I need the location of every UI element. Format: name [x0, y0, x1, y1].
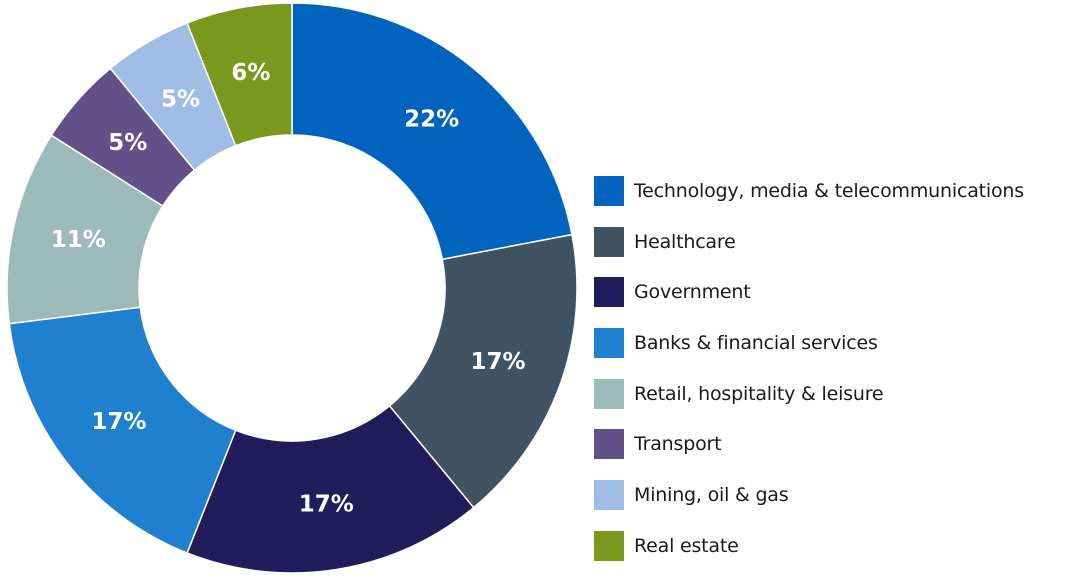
donut-slices — [6, 2, 578, 574]
legend-label: Real estate — [634, 534, 739, 557]
slice-value-label: 11% — [51, 227, 106, 253]
legend-label: Transport — [634, 433, 722, 456]
slice-value-label: 5% — [108, 130, 147, 156]
legend-item-healthcare: Healthcare — [594, 226, 1024, 257]
slice-value-label: 5% — [161, 86, 200, 112]
chart-legend: Technology, media & telecommunications He… — [594, 176, 1024, 582]
legend-swatch — [594, 176, 624, 206]
legend-swatch — [594, 480, 624, 511]
slice-government — [186, 404, 475, 574]
legend-item-banks-and-financial-services: Banks & financial services — [594, 328, 1024, 359]
legend-item-retail-hospitality-and-leisure: Retail, hospitality & leisure — [594, 378, 1024, 409]
legend-item-real-estate: Real estate — [594, 530, 1024, 561]
legend-item-technology-media-and-telecommunications: Technology, media & telecommunications — [594, 176, 1024, 206]
slice-technology-media-and-telecommunications — [291, 2, 573, 261]
legend-item-government: Government — [594, 277, 1024, 308]
legend-label: Retail, hospitality & leisure — [634, 382, 884, 405]
legend-swatch — [594, 277, 624, 308]
slice-healthcare — [388, 233, 578, 509]
slice-real-estate — [186, 2, 293, 147]
legend-swatch — [594, 530, 624, 561]
slice-value-label: 17% — [91, 409, 146, 435]
legend-label: Mining, oil & gas — [634, 484, 789, 507]
legend-swatch — [594, 378, 624, 409]
slice-value-label: 17% — [299, 491, 354, 517]
legend-label: Healthcare — [634, 230, 736, 253]
legend-item-mining-oil-and-gas: Mining, oil & gas — [594, 480, 1024, 511]
slice-banks-and-financial-services — [8, 306, 237, 554]
legend-item-transport: Transport — [594, 429, 1024, 460]
legend-label: Government — [634, 281, 751, 304]
legend-label: Technology, media & telecommunications — [634, 180, 1024, 202]
slice-value-label: 6% — [231, 60, 270, 86]
legend-swatch — [594, 328, 624, 359]
donut-chart: 22% 17% 17% 17% 11% 5% 5% 6% — [6, 2, 578, 574]
legend-swatch — [594, 226, 624, 257]
slice-value-label: 17% — [471, 349, 526, 375]
slice-value-label: 22% — [404, 106, 459, 132]
legend-swatch — [594, 429, 624, 460]
slice-labels: 22% 17% 17% 17% 11% 5% 5% 6% — [51, 60, 526, 517]
legend-label: Banks & financial services — [634, 332, 878, 355]
